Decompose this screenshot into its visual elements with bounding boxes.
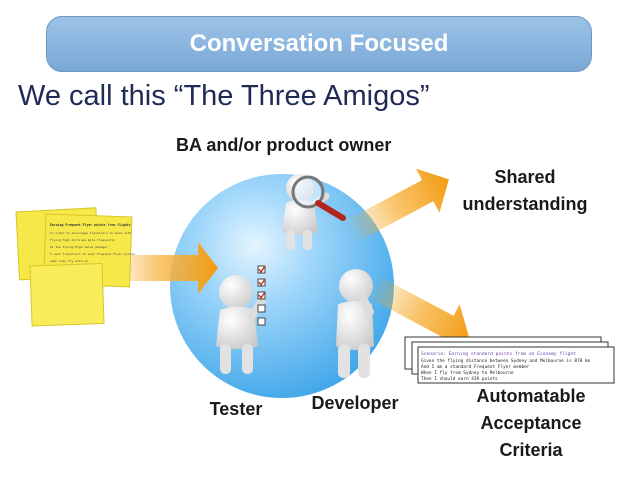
arrow-shared-understanding <box>344 168 449 243</box>
scenario-cards: Scenario: Earning standard points from a… <box>404 336 615 384</box>
criteria-line-2: Acceptance <box>480 413 582 433</box>
sticky-note-line: As the Flying High sales manager <box>50 245 108 249</box>
sticky-note-line: In order to encourage travellers to book… <box>50 231 131 235</box>
banner-title: Conversation Focused <box>189 30 449 57</box>
shared-line-1: Shared <box>494 167 556 187</box>
sticky-note-line: I want travellers to earn Frequent Flyer… <box>50 252 135 256</box>
scenario-line: When I fly from Sydney to Melbourne <box>421 370 514 376</box>
developer-label: Developer <box>311 393 399 413</box>
sticky-note-title: Earning Frequent Flyer points from fligh… <box>50 223 131 227</box>
scenario-title: Scenario: Earning standard points from a… <box>421 351 576 357</box>
ba-label: BA and/or product owner <box>176 135 392 155</box>
scenario-line: And I am a standard Frequent Flyer membe… <box>421 364 530 370</box>
criteria-line-3: Criteria <box>499 440 563 460</box>
sticky-note-line: Flying High Airlines more frequently <box>50 238 115 242</box>
magnifying-glass-icon <box>291 175 325 209</box>
title-banner: Conversation Focused <box>46 16 592 72</box>
ba-figure <box>282 174 346 250</box>
arrow-input <box>110 242 218 294</box>
scenario-line: Given the flying distance between Sydney… <box>421 358 591 364</box>
shared-line-2: understanding <box>462 194 588 214</box>
criteria-line-1: Automatable <box>476 386 586 406</box>
developer-figure <box>336 269 374 378</box>
sticky-notes: Earning Frequent Flyer points from fligh… <box>15 207 135 327</box>
shared-understanding-label: Shared understanding <box>440 164 610 218</box>
arrow-acceptance-criteria <box>366 275 470 349</box>
sticky-note-front <box>29 262 105 327</box>
scenario-line: Then I should earn 439 points <box>421 376 498 382</box>
checklist-icon <box>257 265 266 326</box>
subtitle: We call this “The Three Amigos” <box>18 80 430 112</box>
acceptance-criteria-label: Automatable Acceptance Criteria <box>436 383 626 464</box>
tester-figure <box>216 265 266 374</box>
sticky-note-line: when they fly with us <box>50 259 88 263</box>
tester-label: Tester <box>209 399 263 419</box>
scenario-card-front <box>417 346 615 384</box>
